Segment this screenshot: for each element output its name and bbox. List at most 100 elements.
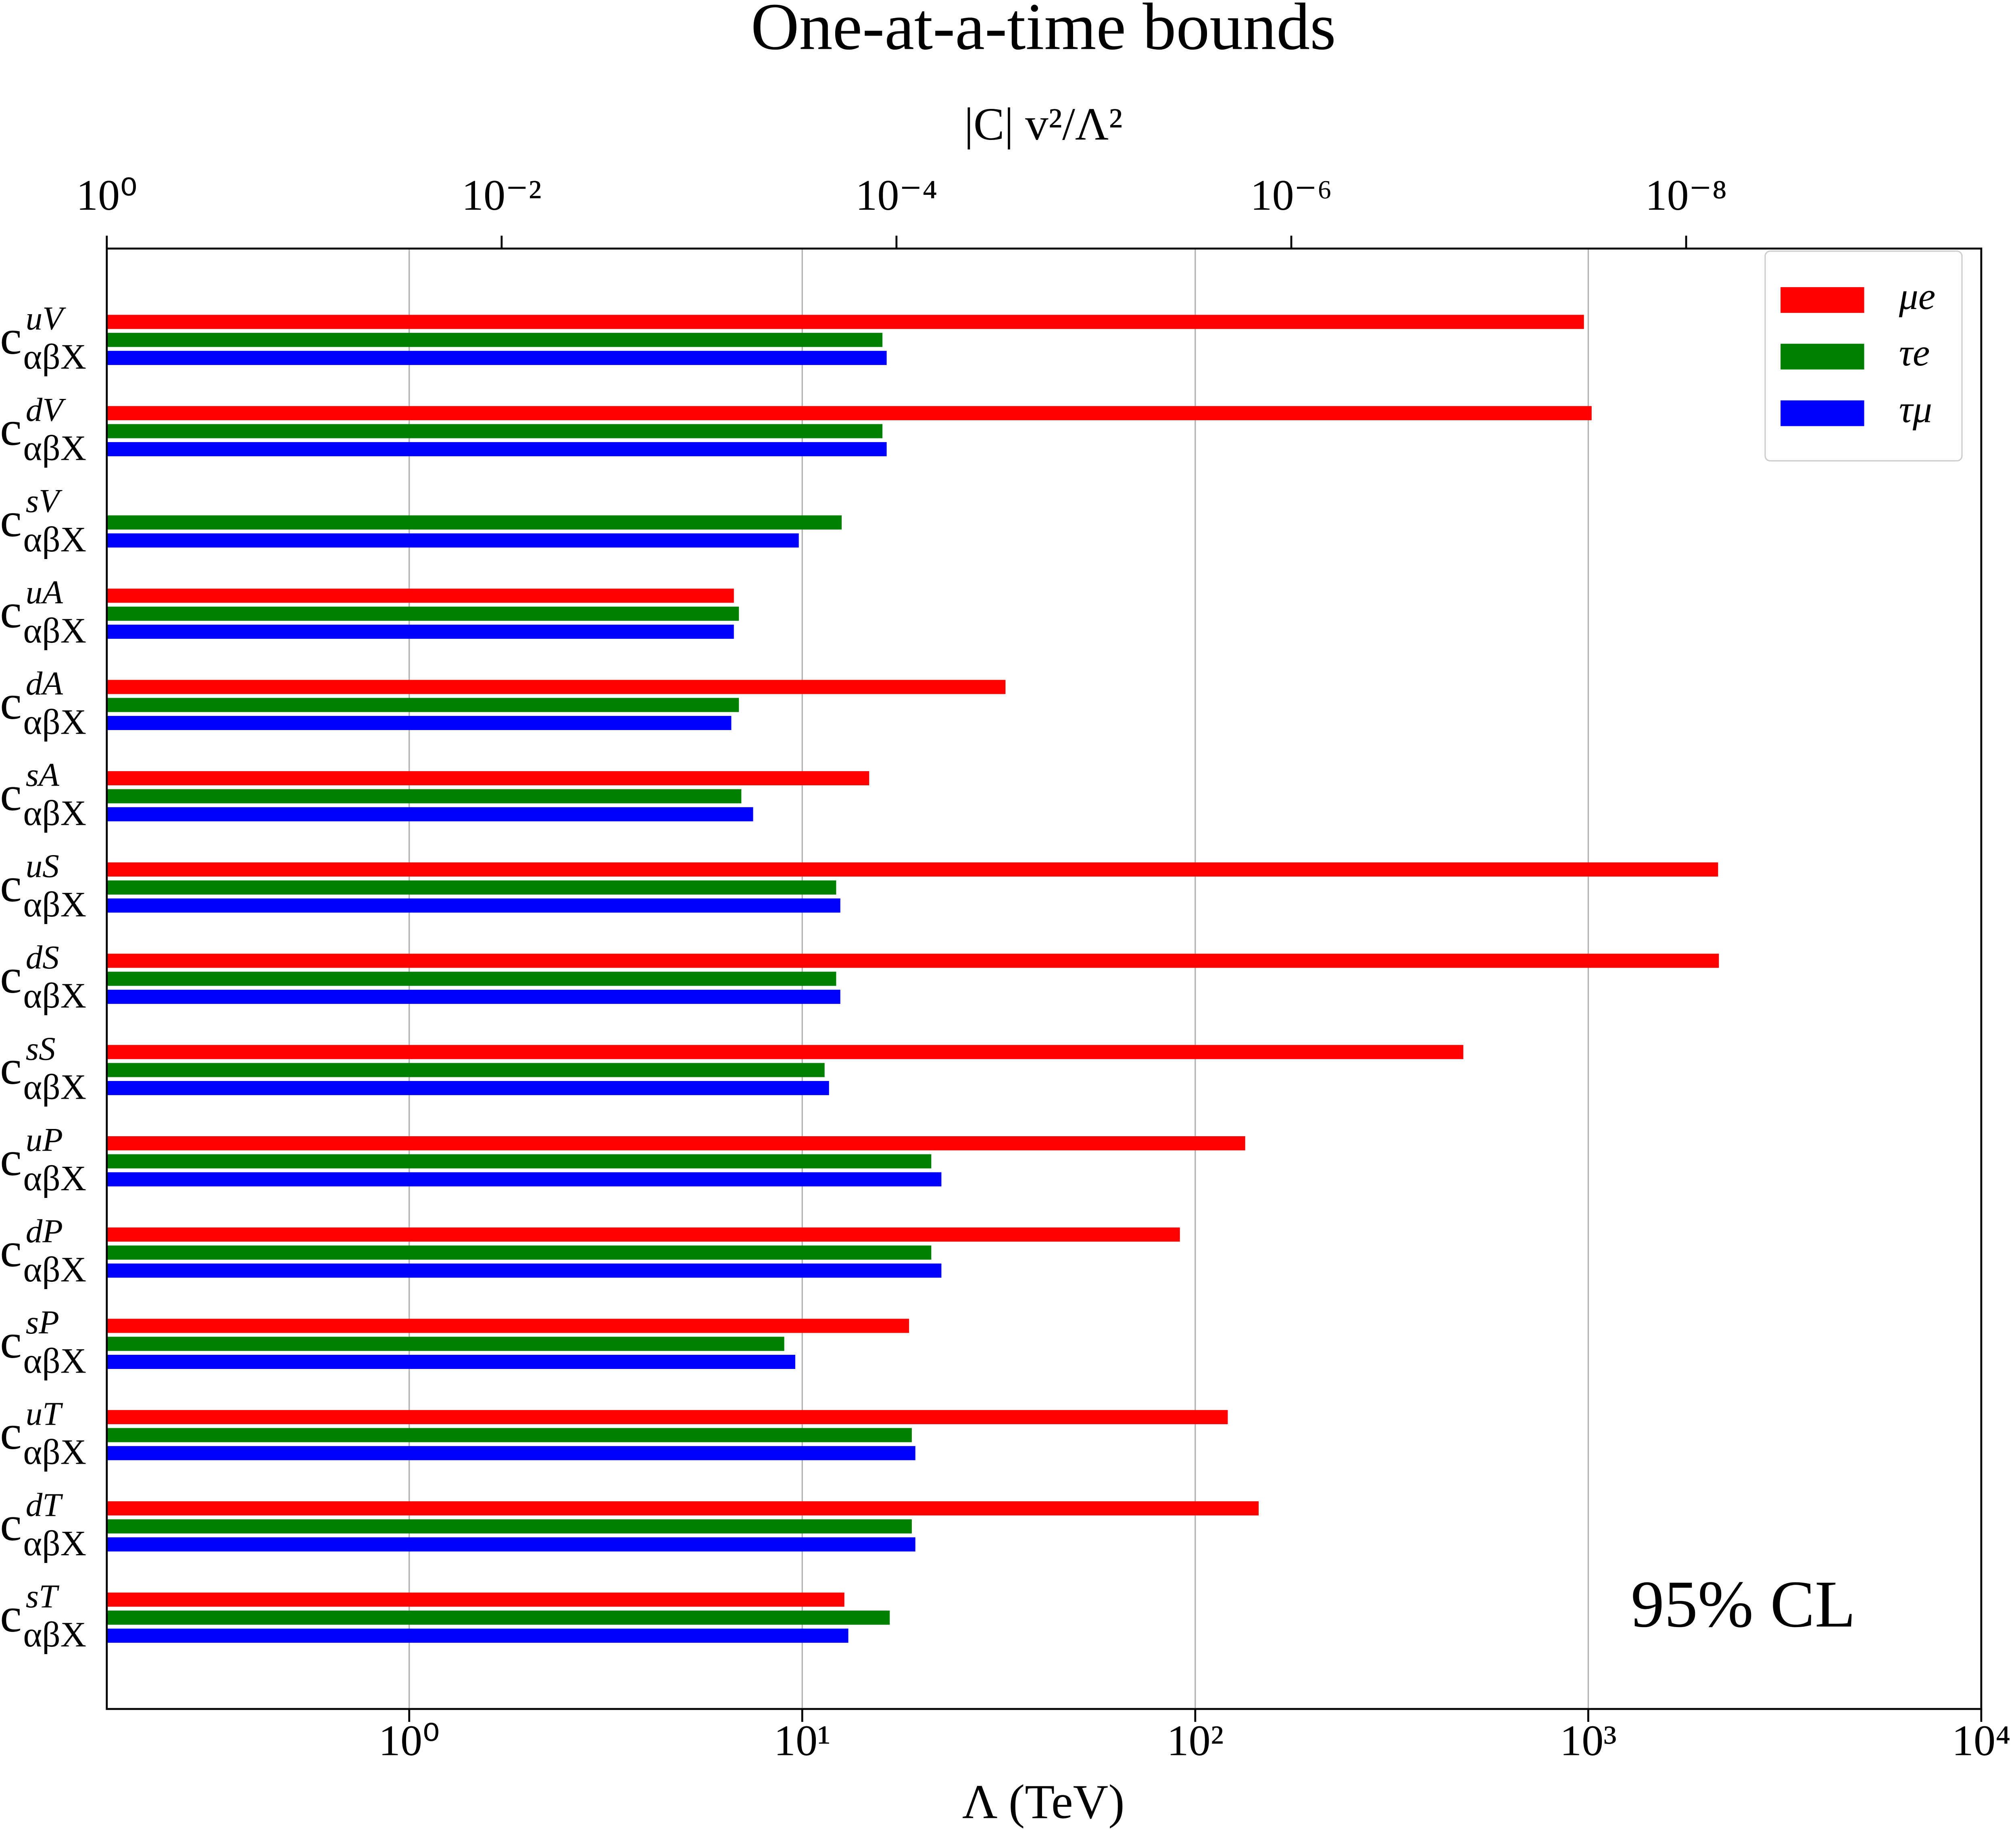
x-tick-label: 10¹: [774, 1716, 831, 1765]
category-superscript: dT: [26, 1486, 63, 1523]
bar: [106, 351, 887, 365]
category-subscript: αβX: [23, 1432, 86, 1472]
category-base: c: [0, 858, 22, 912]
category-superscript: uS: [26, 847, 59, 885]
x-tick-label: 10⁴: [1952, 1716, 2011, 1765]
bar: [106, 333, 883, 347]
legend-swatch: [1780, 344, 1864, 370]
bar: [106, 1136, 1245, 1151]
plot-frame: [106, 247, 1983, 1710]
bar: [106, 989, 840, 1004]
x-tick-label: 10²: [1167, 1716, 1224, 1765]
bar: [106, 771, 869, 785]
x2-tick-label: 10⁻⁶: [1250, 171, 1332, 219]
legend-label: μe: [1899, 275, 1936, 317]
bar: [106, 1263, 942, 1278]
category-base: c: [0, 1132, 22, 1186]
category-superscript: uT: [26, 1395, 63, 1432]
bar: [106, 1592, 844, 1607]
x-axis-label: Λ (TeV): [962, 1775, 1125, 1829]
bar: [106, 1172, 942, 1187]
x2-tick-label: 10⁻⁴: [855, 171, 938, 219]
category-base: c: [0, 949, 22, 1004]
bar: [106, 898, 840, 913]
category-subscript: αβX: [23, 1067, 86, 1107]
bar: [106, 424, 883, 438]
bar: [106, 1611, 890, 1625]
category-superscript: sS: [26, 1030, 56, 1067]
x2-tick-label: 10⁻²: [462, 171, 542, 219]
category-base: c: [0, 493, 22, 547]
bar: [106, 624, 734, 639]
category-base: c: [0, 676, 22, 730]
annotation: 95% CL: [1631, 1567, 1855, 1641]
bar: [106, 972, 836, 986]
bar: [106, 315, 1584, 329]
category-base: c: [0, 1041, 22, 1095]
category-superscript: sA: [26, 756, 59, 793]
x-tick-label: 10³: [1560, 1716, 1617, 1765]
x2-tick-label: 10⁻⁸: [1645, 171, 1727, 219]
category-superscript: sP: [26, 1304, 59, 1341]
category-subscript: αβX: [23, 885, 86, 924]
bar: [106, 880, 836, 895]
category-base: c: [0, 1588, 22, 1642]
category-base: c: [0, 402, 22, 456]
bar: [106, 1519, 912, 1534]
category-superscript: sT: [26, 1577, 60, 1615]
legend-label: τμ: [1899, 388, 1932, 431]
x2-axis-label: |C| v²/Λ²: [964, 98, 1123, 150]
category-base: c: [0, 1314, 22, 1369]
category-superscript: dP: [26, 1212, 63, 1250]
legend-swatch: [1780, 287, 1864, 313]
category-subscript: αβX: [23, 1250, 86, 1289]
category-superscript: sV: [26, 482, 63, 520]
category-superscript: dV: [26, 391, 66, 428]
bar: [106, 533, 799, 548]
bar: [106, 1501, 1259, 1516]
bar: [106, 515, 842, 530]
category-superscript: uA: [26, 574, 63, 611]
bar: [106, 1628, 849, 1643]
legend-label: τe: [1899, 331, 1930, 374]
bar: [106, 954, 1719, 968]
category-superscript: dS: [26, 939, 59, 976]
bar: [106, 716, 732, 730]
bar: [106, 698, 739, 712]
category-base: c: [0, 1223, 22, 1277]
bar: [106, 1537, 915, 1552]
bar: [106, 606, 739, 621]
bar: [106, 1354, 795, 1369]
category-subscript: αβX: [23, 611, 86, 651]
bar: [106, 1446, 915, 1461]
category-base: c: [0, 1406, 22, 1460]
chart-title: One-at-a-time bounds: [751, 0, 1336, 64]
bar: [106, 1045, 1464, 1059]
category-subscript: αβX: [23, 1158, 86, 1198]
category-subscript: αβX: [23, 793, 86, 833]
bar: [106, 1319, 909, 1333]
bar: [106, 1081, 829, 1095]
legend-swatch: [1780, 400, 1864, 426]
bar: [106, 680, 1006, 694]
category-subscript: αβX: [23, 1615, 86, 1655]
bar: [106, 442, 887, 457]
bar: [106, 1154, 932, 1168]
category-superscript: uV: [26, 300, 66, 337]
bar: [106, 807, 753, 822]
bar: [106, 406, 1592, 420]
bar: [106, 1227, 1180, 1242]
category-base: c: [0, 584, 22, 638]
category-subscript: αβX: [23, 337, 86, 377]
category-subscript: αβX: [23, 428, 86, 468]
category-superscript: dA: [26, 665, 63, 702]
category-subscript: αβX: [23, 520, 86, 559]
category-subscript: αβX: [23, 1341, 86, 1381]
category-subscript: αβX: [23, 702, 86, 742]
category-superscript: uP: [26, 1121, 63, 1158]
category-base: c: [0, 311, 22, 365]
bar: [106, 1337, 784, 1351]
category-base: c: [0, 1497, 22, 1551]
